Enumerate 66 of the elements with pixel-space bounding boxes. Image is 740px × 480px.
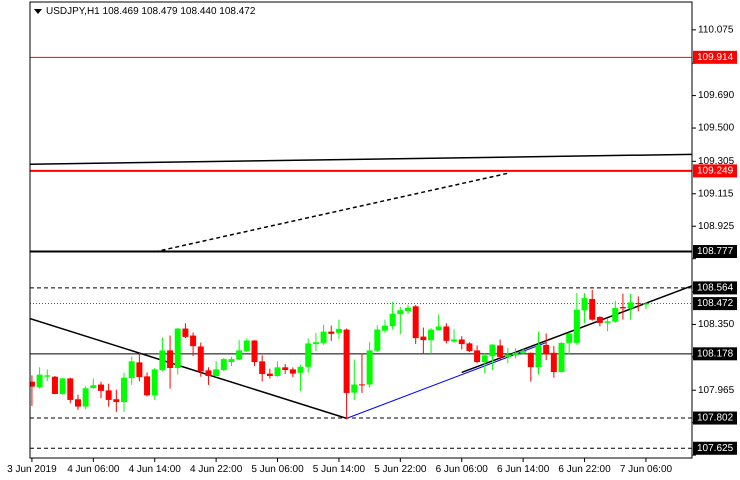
candlestick (443, 322, 450, 344)
candlestick (420, 327, 426, 354)
ref-line-label: 107.802 (697, 412, 734, 424)
x-tick-label: 4 Jun 06:00 (67, 464, 120, 475)
candlestick (358, 352, 365, 394)
y-tick-label: 109.690 (698, 90, 735, 102)
candlestick (589, 289, 596, 322)
y-tick-label: 110.075 (698, 24, 734, 36)
ref-line-label: 108.178 (697, 348, 734, 360)
candlestick (36, 366, 43, 390)
x-tick-label: 5 Jun 14:00 (312, 464, 366, 475)
x-tick-label: 6 Jun 14:00 (497, 464, 550, 475)
candlestick (451, 328, 458, 344)
ref-line-label: 109.914 (697, 52, 734, 63)
ref-line-label: 108.472 (697, 298, 734, 310)
x-tick-label: 6 Jun 06:00 (436, 464, 488, 475)
ref-line-label: 108.777 (697, 246, 734, 258)
candlestick (604, 318, 611, 332)
candlestick (336, 319, 342, 340)
candlestick (159, 336, 166, 372)
candlestick (620, 293, 626, 320)
candlestick (290, 366, 296, 378)
candlestick (305, 338, 312, 374)
y-tick-label: 107.965 (698, 384, 735, 396)
candlestick (244, 338, 250, 353)
x-tick-label: 6 Jun 22:00 (558, 464, 612, 475)
ref-line-label: 108.564 (697, 282, 734, 294)
candlestick (82, 386, 89, 410)
candlestick (497, 338, 504, 360)
x-tick-label: 3 Jun 2019 (7, 464, 58, 475)
candlestick (528, 352, 534, 382)
ref-line-label: 109.249 (697, 166, 734, 177)
candlestick (596, 316, 603, 327)
x-tick-label: 4 Jun 22:00 (190, 464, 243, 475)
candlestick (535, 331, 542, 375)
candlestick (298, 364, 304, 392)
x-tick-label: 5 Jun 06:00 (251, 464, 304, 475)
x-tick-label: 5 Jun 22:00 (374, 464, 427, 475)
candlestick (282, 364, 288, 374)
candlestick (30, 374, 35, 406)
candlestick (266, 368, 273, 380)
candlestick (351, 358, 358, 400)
candlestick (52, 376, 58, 395)
candlestick (566, 332, 572, 356)
candlestick (612, 300, 618, 324)
candlestick (167, 335, 174, 390)
candlestick (635, 296, 642, 312)
candlestick (550, 346, 557, 378)
candlestick (543, 332, 550, 361)
candlestick (90, 378, 96, 390)
candlestick (60, 377, 66, 396)
chart-title: USDJPY,H1 108.469 108.479 108.440 108.472 (46, 6, 256, 17)
x-tick-label: 7 Jun 06:00 (620, 464, 673, 475)
candlestick (458, 336, 465, 350)
y-tick-label: 108.350 (698, 319, 735, 330)
x-tick-label: 4 Jun 14:00 (128, 464, 182, 475)
candlestick (213, 360, 220, 378)
candlestick (274, 360, 281, 378)
candlestick (628, 293, 634, 320)
y-tick-label: 108.925 (698, 220, 735, 232)
y-tick-label: 109.500 (698, 122, 735, 134)
candlestick (328, 325, 334, 342)
candlestick (113, 389, 120, 412)
ref-line-label: 107.625 (697, 442, 734, 454)
y-tick-label: 109.305 (698, 156, 735, 167)
y-tick-label: 109.115 (698, 188, 734, 200)
